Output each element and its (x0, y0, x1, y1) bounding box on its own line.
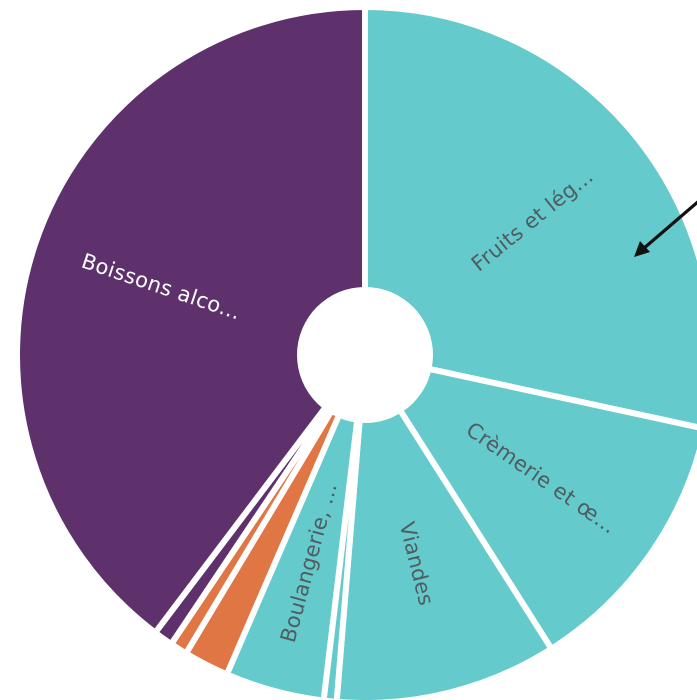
pie-slice (362, 4, 697, 431)
donut-hole (297, 287, 433, 423)
arrow-shaft (641, 200, 697, 251)
arrow-head (634, 241, 650, 257)
pie-slices (14, 4, 697, 700)
pie-slice (362, 352, 697, 652)
pie-slice (333, 352, 555, 700)
annotation-arrow (634, 200, 697, 257)
pie-slice (14, 4, 368, 636)
